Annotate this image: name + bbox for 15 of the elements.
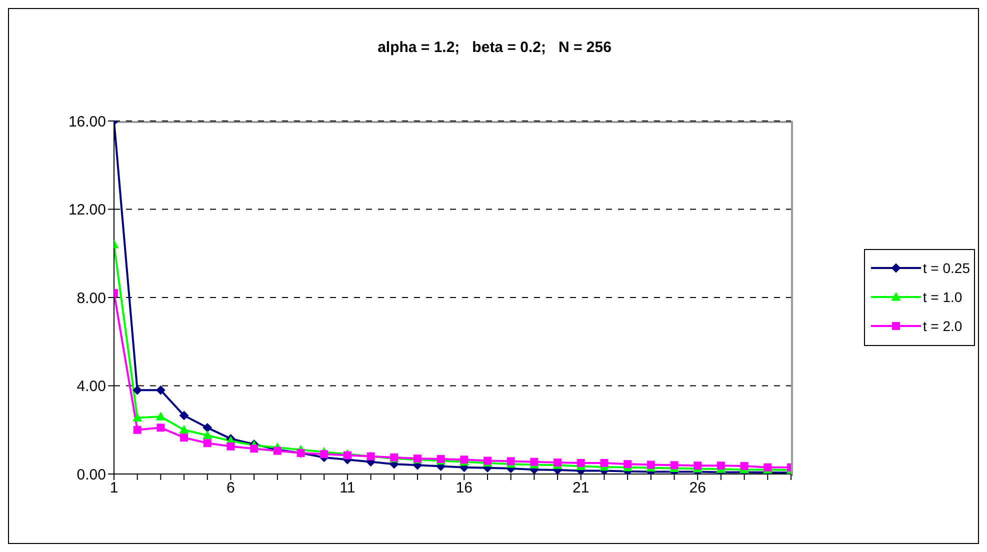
chart-title: alpha = 1.2; beta = 0.2; N = 256 xyxy=(376,39,612,56)
x-tick-label: 11 xyxy=(340,480,356,497)
legend-label: t = 2.0 xyxy=(922,318,962,334)
y-tick-label: 0.00 xyxy=(76,466,106,484)
x-tick-label: 6 xyxy=(226,480,235,497)
y-tick-label: 8.00 xyxy=(76,290,106,307)
y-tick-label: 16.00 xyxy=(68,113,106,130)
x-tick-label: 1 xyxy=(110,480,118,497)
y-tick-label: 4.00 xyxy=(76,378,106,396)
legend-label: t = 0.25 xyxy=(922,260,970,276)
x-tick-label: 26 xyxy=(689,480,706,497)
x-tick-label: 16 xyxy=(456,480,473,497)
x-tick-label: 21 xyxy=(572,480,590,497)
legend-label: t = 1.0 xyxy=(922,289,962,305)
y-tick-label: 12.00 xyxy=(68,202,106,219)
